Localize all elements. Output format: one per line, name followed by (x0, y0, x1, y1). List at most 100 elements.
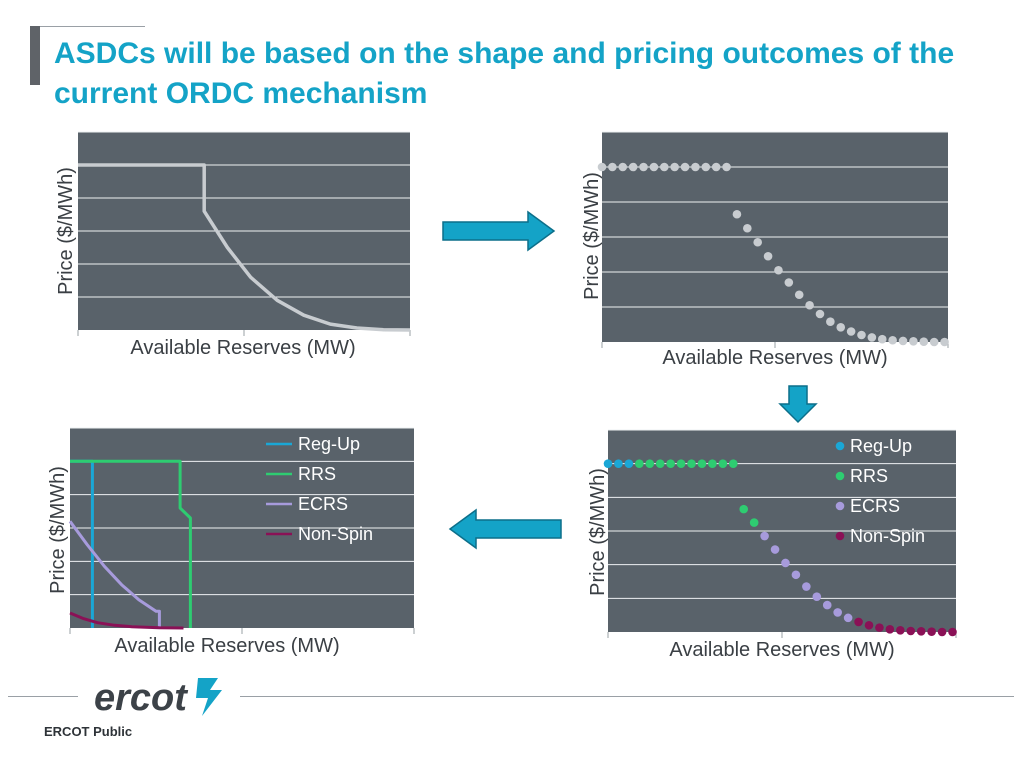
data-point-ordc (929, 337, 939, 347)
logo-wordmark: ercot (94, 677, 188, 719)
legend-label-ecrs: ECRS (298, 494, 348, 514)
data-point-non-spin (948, 627, 957, 637)
footer-rule-left (8, 696, 78, 697)
data-point-reg-up (603, 459, 613, 468)
x-axis-title: Available Reserves (MW) (669, 639, 894, 661)
data-point-rrs (697, 459, 707, 468)
data-point-ecrs (781, 558, 790, 568)
series-line-ordc (78, 163, 411, 332)
legend-label-reg-up: Reg-Up (298, 434, 360, 454)
series-line-non-spin (69, 611, 184, 630)
legend-label-rrs: RRS (298, 464, 336, 484)
ordc-line-chart: Available Reserves (MW) Price ($/MWh) (55, 131, 411, 359)
data-point-rrs (676, 459, 686, 468)
data-point-non-spin (896, 626, 905, 635)
data-point-ordc (794, 290, 804, 300)
data-point-ordc (670, 162, 679, 172)
data-point-non-spin (906, 626, 916, 636)
data-point-ordc (639, 162, 648, 172)
data-point-ordc (711, 162, 721, 172)
title-rule (40, 26, 145, 27)
arrow-right-icon (442, 210, 556, 252)
data-point-ordc (597, 162, 607, 172)
data-point-non-spin (854, 617, 863, 627)
x-axis-title: Available Reserves (MW) (114, 635, 339, 657)
data-point-ordc (909, 337, 918, 346)
data-point-ordc (888, 335, 897, 345)
data-point-ordc (649, 162, 659, 172)
footer-classification: ERCOT Public (44, 724, 133, 739)
data-point-reg-up (624, 459, 634, 468)
data-point-ordc (805, 300, 814, 310)
legend-label-ecrs: ECRS (850, 496, 900, 516)
data-point-ecrs (770, 545, 780, 554)
legend-marker-ecrs (835, 501, 845, 511)
x-axis-title: Available Reserves (MW) (130, 337, 355, 359)
legend-marker-reg-up (835, 441, 845, 451)
data-point-ordc (608, 162, 617, 172)
legend-marker-rrs (835, 471, 845, 481)
data-point-ordc (867, 333, 877, 342)
data-point-rrs (645, 459, 655, 468)
data-point-ordc (732, 209, 742, 219)
data-point-non-spin (885, 625, 895, 634)
data-point-rrs (666, 459, 675, 468)
legend-label-reg-up: Reg-Up (850, 436, 912, 456)
data-point-ecrs (791, 570, 801, 580)
legend-label-rrs: RRS (850, 466, 888, 486)
y-axis-title: Price ($/MWh) (55, 167, 77, 295)
data-point-ordc (784, 278, 794, 287)
data-point-ordc (815, 309, 825, 319)
data-point-ordc (774, 265, 783, 275)
y-axis-title: Price ($/MWh) (47, 466, 69, 594)
ercot-logo: ercot (94, 677, 222, 719)
data-point-ordc (628, 162, 638, 172)
arrow-left-icon (448, 508, 562, 550)
data-point-non-spin (927, 627, 936, 636)
data-point-ordc (659, 162, 669, 172)
data-point-ecrs (843, 613, 853, 623)
data-point-ordc (680, 162, 690, 172)
data-point-non-spin (864, 620, 874, 630)
data-point-ecrs (812, 592, 822, 601)
data-point-ordc (940, 337, 949, 347)
asdc-line-chart: Reg-Up RRS ECRS Non-Spin Available Reserves … (47, 427, 415, 657)
data-point-rrs (728, 459, 738, 468)
asdc-scatter-chart: Reg-Up RRS ECRS Non-Spin Available Reserves … (587, 429, 957, 661)
data-point-non-spin (916, 627, 926, 636)
footer-rule-right (240, 696, 1014, 697)
data-point-ordc (877, 334, 887, 344)
data-point-ordc (846, 327, 856, 336)
data-point-ordc (898, 336, 908, 346)
data-point-ordc (701, 162, 711, 172)
data-point-ordc (743, 223, 752, 233)
logo-mark-icon (196, 678, 222, 716)
data-point-rrs (687, 459, 696, 468)
legend-label-non-spin: Non-Spin (298, 524, 373, 544)
data-point-ecrs (822, 600, 832, 610)
data-point-ecrs (760, 531, 769, 541)
data-point-ordc (919, 337, 929, 346)
arrow-down-icon (778, 385, 818, 424)
legend-marker-non-spin (835, 531, 845, 541)
data-point-rrs (739, 504, 749, 514)
data-point-rrs (635, 459, 644, 468)
data-point-ordc (763, 251, 773, 261)
legend-label-non-spin: Non-Spin (850, 526, 925, 546)
data-point-non-spin (875, 623, 884, 632)
y-axis-title: Price ($/MWh) (581, 172, 603, 300)
series-line-ecrs (68, 520, 161, 628)
data-point-ordc (753, 237, 762, 247)
ordc-scatter-chart: Available Reserves (MW) Price ($/MWh) (581, 131, 949, 369)
data-point-ordc (618, 162, 628, 172)
series-line-rrs (70, 459, 192, 628)
x-axis-title: Available Reserves (MW) (662, 347, 887, 369)
data-point-ordc (857, 330, 866, 340)
data-point-rrs (749, 518, 759, 527)
data-point-ordc (836, 323, 846, 332)
data-point-ecrs (802, 582, 811, 591)
data-point-non-spin (937, 627, 947, 637)
y-axis-title: Price ($/MWh) (587, 468, 609, 596)
data-point-rrs (655, 459, 665, 468)
data-point-ordc (722, 162, 731, 172)
